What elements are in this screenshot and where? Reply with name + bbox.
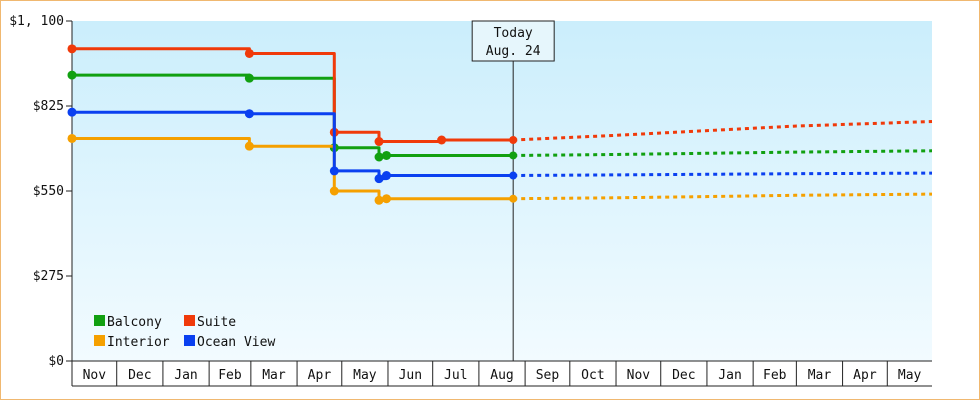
legend-swatch [184,335,195,346]
series-point [381,171,391,181]
y-tick-label: $275 [33,269,64,284]
series-forecast-line [513,171,933,177]
x-tick-label: Apr [853,368,877,383]
x-tick-label: Mar [262,368,286,383]
today-callout-date: Aug. 24 [486,44,541,59]
x-tick-label: Apr [308,368,332,383]
x-tick-label: Jan [718,368,741,383]
series-point [509,171,518,180]
x-tick-label: Feb [218,368,242,383]
x-tick-label: Jun [399,368,422,383]
series-layer [67,44,933,205]
legend: Balcony Suite Interior Ocean View [94,315,275,350]
x-tick-label: Jul [444,368,467,383]
today-callout-box [471,20,555,62]
today-marker: Today Aug. 24 [471,20,555,361]
series-suite [67,44,933,147]
legend-label: Ocean View [197,335,275,350]
series-point [329,186,339,196]
series-point [329,166,339,176]
legend-swatch [94,335,105,346]
series-point [509,136,518,144]
x-tick-label: Aug [490,368,513,383]
series-forecast-line [513,192,933,201]
y-tick-label: $825 [33,99,64,114]
series-point [509,151,518,160]
x-tick-label: Dec [128,368,151,383]
series-point [374,174,384,184]
legend-label: Balcony [107,315,162,330]
series-ocean-view [67,107,933,184]
plot-area-background [72,21,932,361]
series-balcony [67,70,933,162]
series-point [381,150,391,160]
x-tick-label: Feb [763,368,787,383]
y-tick-label: $1, 100 [9,14,64,29]
today-callout-label: Today [494,26,533,41]
series-forecast-line [513,120,933,142]
legend-label: Interior [107,335,170,350]
x-tick-label: Nov [627,368,651,383]
x-tick-label: Dec [672,368,695,383]
x-tick-label: Oct [581,368,604,383]
series-forecast-line [513,149,933,157]
series-point [67,107,77,117]
legend-swatch [94,315,105,326]
series-point [374,137,384,147]
series-point [244,73,254,83]
x-tick-label: May [353,368,377,383]
series-point [509,194,518,203]
series-point [374,195,384,205]
series-point [244,141,254,151]
x-axis: Nov Dec Jan Feb Mar Apr May Jun Jul Aug Sep Oct Nov D… [71,360,932,387]
x-tick-label: Jan [174,368,197,383]
series-point [244,109,254,119]
series-point [67,44,77,54]
series-point [67,133,77,143]
y-axis: $0 $275 $550 $825 $1, 100 [9,14,73,386]
y-tick-label: $0 [48,354,64,369]
series-point [374,152,384,162]
legend-swatch [184,315,195,326]
x-tick-label: Sep [536,368,560,383]
series-point [381,194,391,204]
legend-label: Suite [197,315,236,330]
series-interior [67,133,933,205]
series-point [437,135,447,145]
x-tick-label: Nov [83,368,107,383]
series-point [67,70,77,80]
series-point [244,48,254,58]
y-tick-label: $550 [33,184,64,199]
x-tick-label: May [898,368,922,383]
x-tick-label: Mar [808,368,832,383]
